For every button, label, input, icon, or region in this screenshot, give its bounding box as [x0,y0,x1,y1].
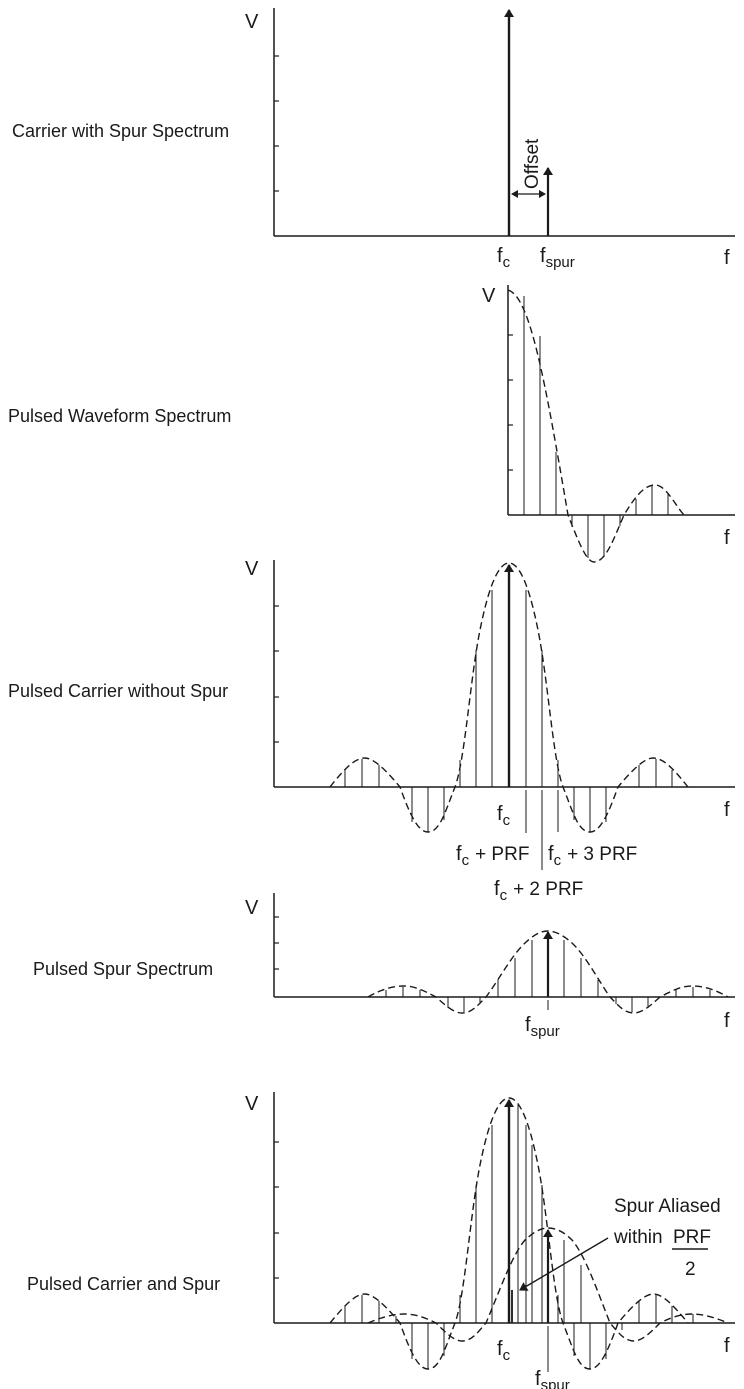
panel-title: Carrier with Spur Spectrum [12,121,229,141]
y-axis-label: V [245,897,259,919]
plus-2prf-label: fc + 2 PRF [494,878,583,904]
carrier-envelope-curve [329,1097,689,1370]
spur-envelope-curve [367,1227,729,1342]
y-ticks [274,1141,279,1279]
y-ticks [508,334,513,471]
panel-pulsed-spur: Pulsed Spur Spectrum V f [33,893,735,1040]
x-axis-label: f [724,799,730,821]
x-axis-label: f [724,527,730,549]
y-ticks [274,605,279,743]
panel-pulsed-carrier-and-spur: Pulsed Carrier and Spur V f [27,1092,735,1389]
envelope-curve [507,289,685,563]
y-axis-label: V [482,285,496,307]
x-axis-label: f [724,1010,730,1032]
panel-title: Pulsed Waveform Spectrum [8,406,231,426]
panel-title: Pulsed Spur Spectrum [33,959,213,979]
y-axis-label: V [245,558,259,580]
spur-label: fspur [525,1014,560,1040]
panel-pulsed-waveform: Pulsed Waveform Spectrum V f [8,285,735,563]
offset-arrowhead-left [511,190,518,198]
prf-denominator: 2 [685,1259,696,1280]
x-axis-label: f [724,1335,730,1357]
panel-title: Pulsed Carrier without Spur [8,681,228,701]
panel-pulsed-carrier-without-spur: Pulsed Carrier without Spur V f [8,558,735,904]
plus-prf-label: fc + PRF [456,843,529,869]
aliased-label-line2: within [613,1227,663,1248]
prf-numerator: PRF [673,1227,711,1248]
spectral-lines [385,940,711,1012]
aliased-label-line1: Spur Aliased [614,1196,721,1217]
spectral-lines [523,296,669,558]
y-axis-label: V [245,11,259,33]
y-ticks [274,55,279,192]
panel-title: Pulsed Carrier and Spur [27,1274,220,1294]
spectral-lines [344,590,673,832]
spur-label: fspur [535,1368,570,1389]
offset-arrowhead-right [539,190,546,198]
aliased-pointer-arrow [519,1237,609,1291]
y-axis-label: V [245,1093,259,1115]
envelope-curve [329,562,689,833]
carrier-label: fc [497,245,511,271]
carrier-label: fc [497,1338,511,1364]
panel-carrier-with-spur: Carrier with Spur Spectrum V f Offset fc… [12,8,735,271]
carrier-label: fc [497,803,511,829]
x-axis-label: f [724,247,730,269]
spur-label: fspur [540,245,575,271]
spectral-lines [344,1105,694,1369]
offset-label: Offset [522,138,543,189]
y-ticks [274,916,279,970]
plus-3prf-label: fc + 3 PRF [548,843,637,869]
